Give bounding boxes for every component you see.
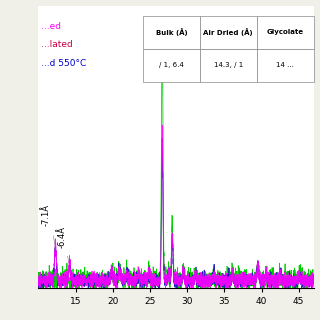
Text: ...ed: ...ed — [41, 22, 60, 31]
Text: ...lated: ...lated — [41, 40, 72, 49]
Text: -7.1Å: -7.1Å — [41, 204, 50, 226]
Text: ...d 550°C: ...d 550°C — [41, 59, 86, 68]
Text: -6.4Å: -6.4Å — [58, 227, 67, 248]
